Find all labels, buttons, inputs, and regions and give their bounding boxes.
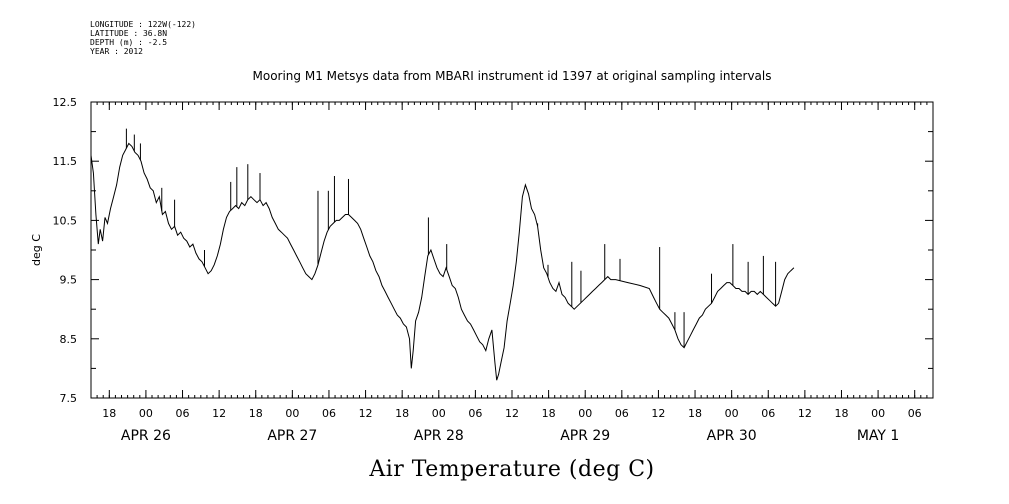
x-tick-label: 00 [139,407,153,420]
meta-longitude: LONGITUDE : 122W(-122) [90,20,196,29]
meta-depth: DEPTH (m) : -2.5 [90,38,168,47]
y-tick-label: 12.5 [53,96,78,109]
x-tick-label: 12 [212,407,226,420]
x-tick-label: 06 [761,407,775,420]
series-line [90,142,795,381]
x-tick-label: 06 [468,407,482,420]
x-date-label: APR 26 [121,428,171,444]
y-tick-label: 11.5 [53,155,78,168]
station-metadata: LONGITUDE : 122W(-122) LATITUDE : 36.8N … [90,20,196,56]
x-tick-label: 18 [102,407,116,420]
y-axis: 12.5 11.5 10.5 9.5 8.5 7.5 [53,96,933,405]
y-tick-label: 9.5 [60,274,78,287]
y-axis-label: deg C [30,234,43,266]
y-tick-label: 7.5 [60,392,78,405]
x-axis: 18 00 06 12 18 00 06 12 18 00 06 12 18 00 06 12 18 00 06 12… [102,102,922,444]
x-date-label: APR 28 [414,428,464,444]
chart-title: Mooring M1 Metsys data from MBARI instru… [253,69,772,83]
meta-year: YEAR : 2012 [90,47,143,56]
x-tick-label: 06 [908,407,922,420]
x-tick-label: 00 [871,407,885,420]
meta-latitude: LATITUDE : 36.8N [90,29,168,38]
series-layer [90,128,795,381]
x-tick-label: 12 [651,407,665,420]
x-tick-label: 00 [285,407,299,420]
x-tick-label: 12 [359,407,373,420]
x-tick-label: 18 [249,407,263,420]
y-tick-label: 8.5 [60,333,78,346]
minor-ticks [90,102,934,398]
plot-frame [90,101,934,399]
x-date-label: APR 30 [707,428,757,444]
x-tick-label: 18 [834,407,848,420]
x-tick-label: 06 [615,407,629,420]
x-tick-label: 18 [395,407,409,420]
x-tick-label: 00 [432,407,446,420]
x-tick-label: 00 [725,407,739,420]
x-tick-label: 18 [542,407,556,420]
x-axis-label: Air Temperature (deg C) [368,457,654,482]
x-tick-label: 00 [578,407,592,420]
x-date-label: APR 29 [560,428,610,444]
x-date-label: MAY 1 [857,428,899,444]
x-tick-label: 06 [322,407,336,420]
x-tick-label: 18 [688,407,702,420]
x-tick-label: 06 [176,407,190,420]
x-tick-label: 12 [505,407,519,420]
x-tick-label: 12 [798,407,812,420]
x-date-label: APR 27 [267,428,317,444]
y-tick-label: 10.5 [53,214,78,227]
